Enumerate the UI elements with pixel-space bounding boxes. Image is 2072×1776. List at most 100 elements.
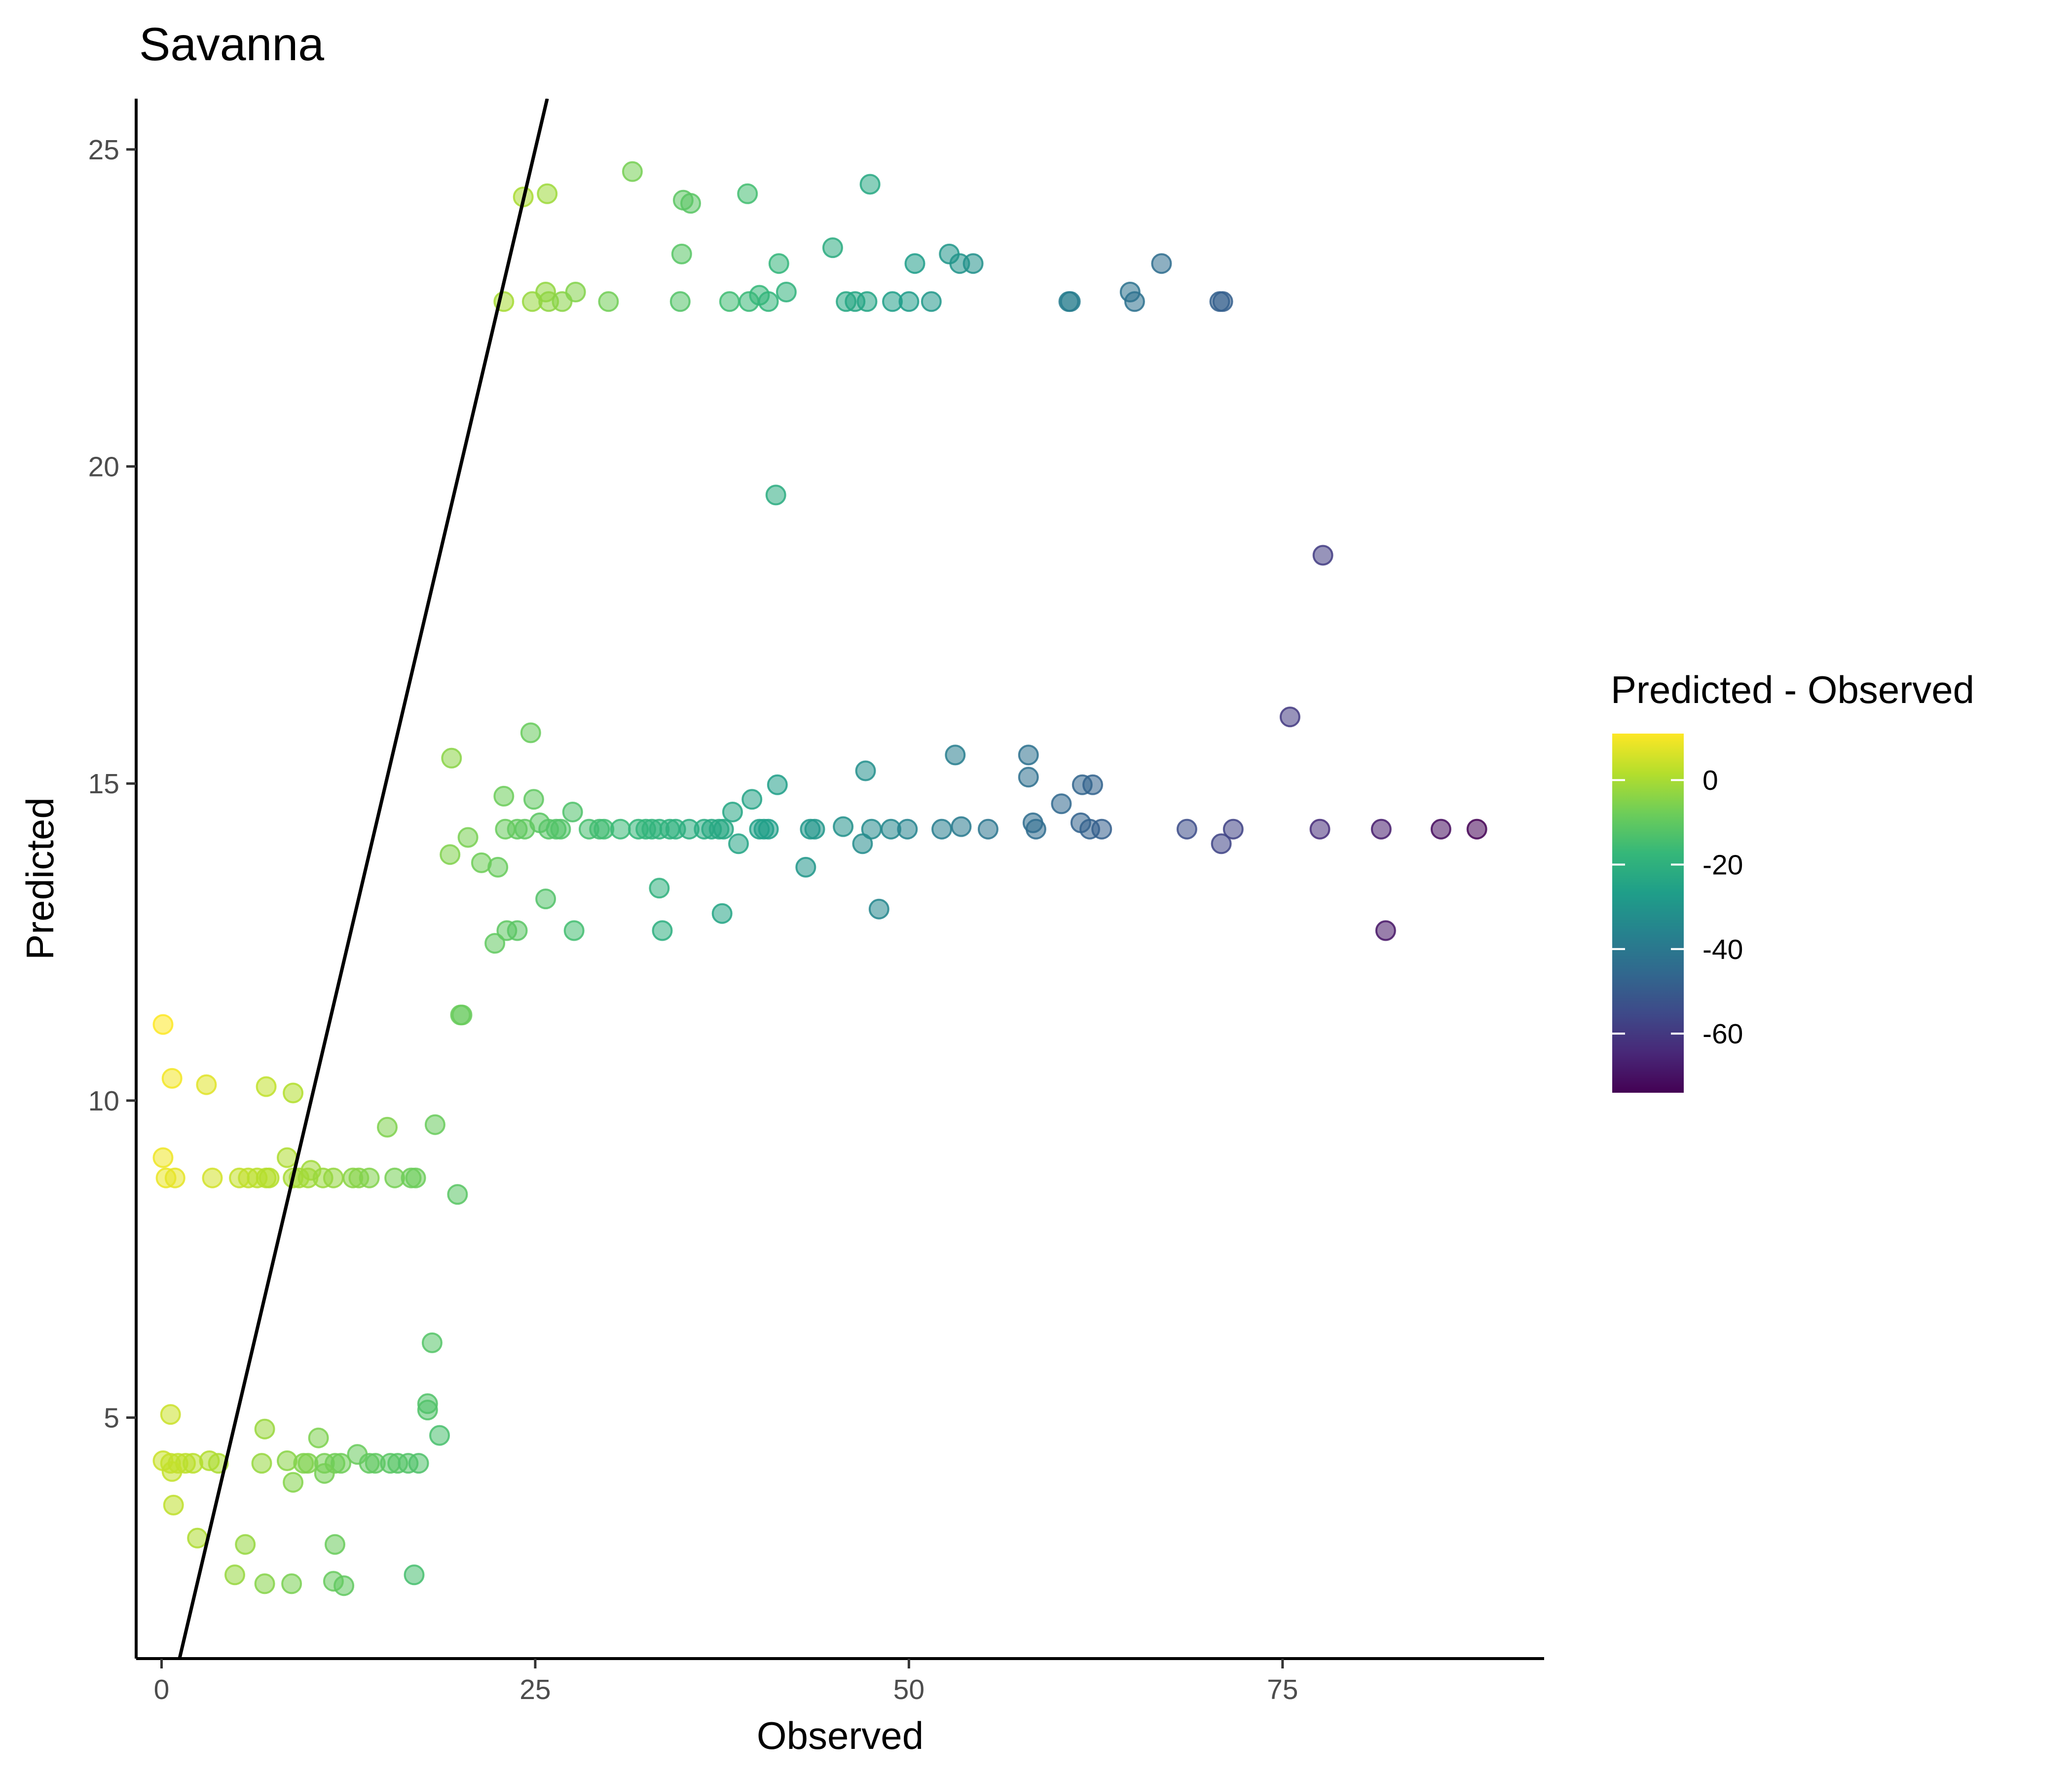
- data-point: [160, 1404, 181, 1425]
- data-point: [1082, 774, 1103, 795]
- data-point: [904, 253, 925, 274]
- data-point: [1211, 833, 1232, 854]
- data-point: [161, 1068, 183, 1089]
- x-tick-label: 25: [519, 1674, 551, 1705]
- color-legend: Predicted - Observed 0 -20 -40 -60: [1611, 668, 1974, 1093]
- data-point: [277, 1147, 297, 1168]
- x-tick-label: 0: [154, 1674, 170, 1705]
- data-point: [417, 1400, 438, 1421]
- data-point: [421, 1332, 443, 1353]
- data-point: [719, 291, 740, 312]
- data-point: [1151, 253, 1172, 274]
- data-point: [859, 174, 881, 195]
- data-point: [767, 774, 788, 795]
- data-point: [507, 920, 528, 941]
- data-point: [359, 1167, 380, 1188]
- data-point: [325, 1534, 345, 1555]
- identity-reference-line: [178, 99, 549, 1659]
- axes: 0 25 50 75 5 10 15 20 25: [88, 99, 1544, 1705]
- data-point: [441, 747, 462, 769]
- y-tick-label: 10: [88, 1085, 119, 1117]
- data-point: [1370, 818, 1392, 840]
- chart-title: Savanna: [139, 18, 324, 71]
- legend-tick-label: -40: [1702, 934, 1743, 965]
- data-point: [196, 1074, 217, 1095]
- data-point: [187, 1527, 208, 1549]
- data-point: [1212, 291, 1233, 312]
- data-point: [671, 243, 692, 264]
- data-point: [897, 818, 918, 840]
- colorbar: [1612, 734, 1684, 1093]
- data-point: [598, 291, 619, 312]
- data-point: [1430, 818, 1451, 840]
- y-tick-label: 20: [88, 451, 119, 483]
- data-point: [254, 1418, 275, 1440]
- data-point: [563, 920, 585, 941]
- data-point: [804, 818, 825, 840]
- legend-tick-label: 0: [1702, 765, 1718, 796]
- y-tick-label: 5: [104, 1403, 119, 1434]
- data-point: [1124, 291, 1145, 312]
- data-point: [822, 237, 843, 259]
- data-point: [921, 291, 942, 312]
- data-point: [711, 903, 733, 924]
- data-point: [669, 291, 691, 312]
- data-point: [520, 722, 541, 743]
- data-point: [1051, 793, 1072, 814]
- data-point: [254, 1573, 275, 1594]
- y-tick-label: 25: [88, 134, 119, 166]
- data-point: [1091, 818, 1112, 840]
- data-point: [283, 1472, 304, 1493]
- data-point: [765, 484, 786, 506]
- data-point: [951, 816, 972, 837]
- data-point: [447, 1184, 468, 1205]
- data-point: [833, 816, 854, 837]
- data-point: [224, 1564, 245, 1586]
- data-point: [323, 1167, 344, 1188]
- data-point: [404, 1564, 425, 1586]
- data-point: [377, 1116, 398, 1138]
- data-point: [1312, 545, 1333, 566]
- data-point: [722, 802, 743, 822]
- data-point: [152, 1014, 174, 1035]
- data-point: [161, 1461, 183, 1482]
- data-point: [281, 1573, 302, 1594]
- data-point: [164, 1167, 185, 1188]
- data-point: [1176, 818, 1197, 840]
- data-point: [1018, 767, 1039, 788]
- data-point: [523, 789, 544, 810]
- data-point: [514, 818, 535, 840]
- legend-title: Predicted - Observed: [1611, 668, 1974, 711]
- data-point: [457, 827, 479, 848]
- data-point: [680, 193, 701, 214]
- data-point: [1018, 744, 1039, 766]
- legend-tick-label: -20: [1702, 850, 1743, 881]
- x-tick-label: 50: [893, 1674, 925, 1705]
- data-point: [424, 1114, 445, 1135]
- legend-ticks: 0 -20 -40 -60: [1612, 765, 1743, 1050]
- data-point: [314, 1463, 335, 1484]
- data-point: [331, 1453, 352, 1474]
- data-point: [493, 785, 515, 807]
- data-point: [962, 253, 984, 274]
- y-axis-title: Predicted: [18, 797, 62, 960]
- legend-tick-label: -60: [1702, 1018, 1743, 1050]
- data-point: [235, 1534, 256, 1555]
- data-point: [256, 1076, 277, 1097]
- data-point: [945, 744, 966, 766]
- data-point: [768, 253, 789, 274]
- data-point: [535, 888, 556, 910]
- data-point: [1222, 818, 1244, 840]
- data-point: [1375, 920, 1396, 941]
- data-point: [898, 291, 920, 312]
- y-tick-label: 15: [88, 768, 119, 800]
- data-point: [931, 818, 952, 840]
- data-point: [622, 161, 643, 182]
- data-point: [776, 282, 797, 302]
- data-point: [408, 1453, 429, 1474]
- data-point: [610, 818, 631, 840]
- data-point: [565, 282, 586, 302]
- data-point: [1279, 706, 1300, 728]
- data-point: [728, 833, 749, 854]
- data-point: [451, 1004, 473, 1026]
